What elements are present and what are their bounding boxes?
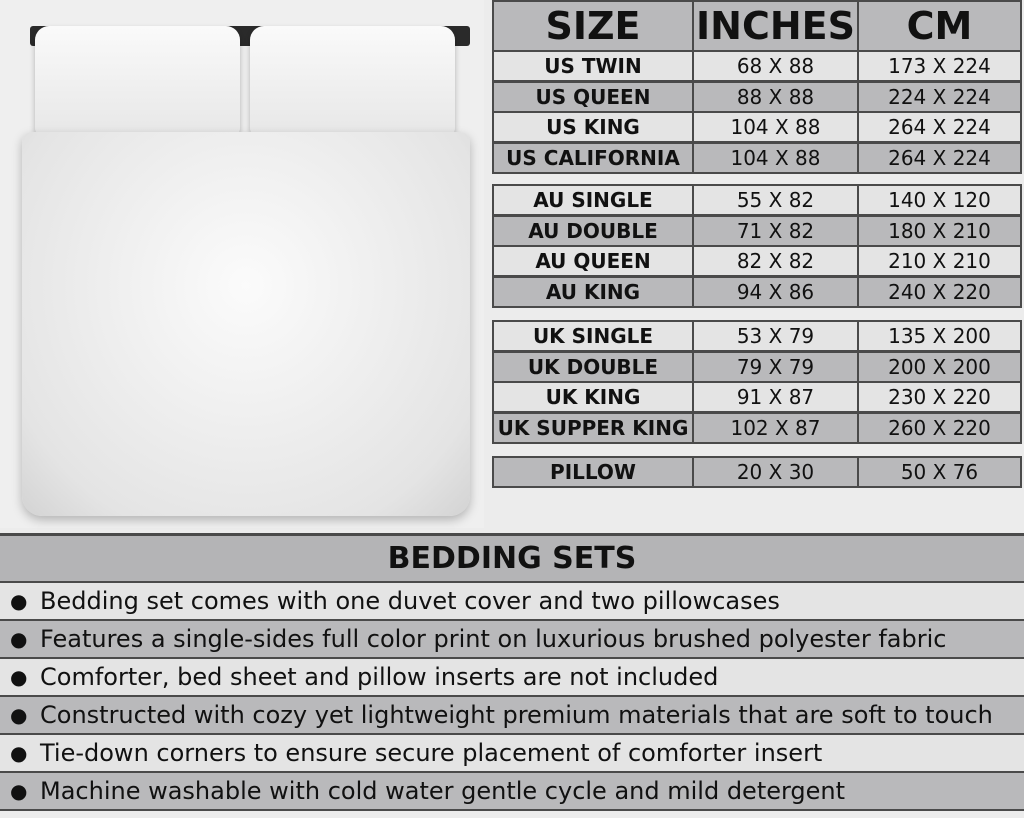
cm-cell: 50 X 76: [900, 460, 979, 484]
feature-text: Bedding set comes with one duvet cover a…: [40, 587, 780, 615]
cm-cell: 240 X 220: [888, 279, 991, 304]
size-cell: AU SINGLE: [494, 186, 694, 214]
bullet-icon: ●: [10, 665, 28, 689]
size-cell: US KING: [494, 113, 694, 141]
cm-cell: 230 X 220: [888, 385, 991, 409]
size-cell: US QUEEN: [494, 82, 694, 111]
size-cell: UK SINGLE: [494, 322, 694, 350]
feature-item: ● Constructed with cozy yet lightweight p…: [0, 697, 1024, 735]
bullet-icon: ●: [10, 779, 28, 803]
size-cell: AU KING: [494, 277, 694, 306]
inches-cell: 104 X 88: [694, 113, 859, 141]
bedding-sets-section: BEDDING SETS ● Bedding set comes with one…: [0, 533, 1024, 811]
table-row: US CALIFORNIA 104 X 88 264 X 224: [492, 141, 1022, 174]
table-row: AU DOUBLE 71 X 82 180 X 210: [492, 214, 1022, 247]
table-row: AU SINGLE 55 X 82 140 X 120: [492, 184, 1022, 216]
cm-cell: 173 X 224: [888, 54, 991, 78]
size-cell: AU QUEEN: [494, 247, 694, 275]
feature-item: ● Tie-down corners to ensure secure place…: [0, 735, 1024, 773]
bullet-icon: ●: [10, 703, 28, 727]
cm-cell: 264 X 224: [888, 145, 991, 170]
size-cell: AU DOUBLE: [494, 216, 694, 245]
table-row: US TWIN 68 X 88 173 X 224: [492, 50, 1022, 82]
feature-text: Tie-down corners to ensure secure placem…: [40, 739, 823, 767]
inches-cell: 91 X 87: [694, 383, 859, 411]
size-cell: UK KING: [494, 383, 694, 411]
bullet-icon: ●: [10, 589, 28, 613]
inches-cell: 94 X 86: [694, 277, 859, 306]
size-cell: PILLOW: [494, 458, 694, 486]
inches-cell: 20 X 30: [694, 458, 859, 486]
inches-cell: 102 X 87: [694, 413, 859, 442]
inches-cell: 79 X 79: [694, 352, 859, 381]
size-cell: UK DOUBLE: [494, 352, 694, 381]
table-row: UK DOUBLE 79 X 79 200 X 200: [492, 350, 1022, 383]
cm-cell: 264 X 224: [888, 115, 991, 139]
inches-cell: 55 X 82: [694, 186, 859, 214]
header-cm: CM: [906, 4, 973, 48]
cm-cell: 135 X 200: [888, 324, 991, 348]
size-cell: UK SUPPER KING: [494, 413, 694, 442]
inches-cell: 71 X 82: [694, 216, 859, 245]
feature-text: Comforter, bed sheet and pillow inserts …: [40, 663, 719, 691]
inches-cell: 82 X 82: [694, 247, 859, 275]
table-row: PILLOW 20 X 30 50 X 76: [492, 456, 1022, 488]
feature-text: Features a single-sides full color print…: [40, 625, 947, 653]
feature-item: ● Bedding set comes with one duvet cover …: [0, 583, 1024, 621]
cm-cell: 140 X 120: [888, 188, 991, 212]
table-row: AU KING 94 X 86 240 X 220: [492, 275, 1022, 308]
cm-cell: 260 X 220: [888, 415, 991, 440]
table-row: US KING 104 X 88 264 X 224: [492, 111, 1022, 143]
feature-text: Constructed with cozy yet lightweight pr…: [40, 701, 993, 729]
pillow-right: [250, 26, 455, 141]
inches-cell: 53 X 79: [694, 322, 859, 350]
size-cell: US CALIFORNIA: [494, 143, 694, 172]
table-row: US QUEEN 88 X 88 224 X 224: [492, 80, 1022, 113]
inches-cell: 104 X 88: [694, 143, 859, 172]
pillow-left: [35, 26, 240, 141]
header-size: SIZE: [494, 2, 694, 50]
table-row: UK KING 91 X 87 230 X 220: [492, 381, 1022, 413]
feature-item: ● Comforter, bed sheet and pillow inserts…: [0, 659, 1024, 697]
table-row: UK SUPPER KING 102 X 87 260 X 220: [492, 411, 1022, 444]
feature-item: ● Machine washable with cold water gentle…: [0, 773, 1024, 811]
bullet-icon: ●: [10, 627, 28, 651]
size-cell: US TWIN: [494, 52, 694, 80]
bullet-icon: ●: [10, 741, 28, 765]
bedding-product-image: [0, 0, 484, 528]
cm-cell: 210 X 210: [888, 249, 991, 273]
inches-cell: 88 X 88: [694, 82, 859, 111]
section-title: BEDDING SETS: [0, 533, 1024, 583]
table-header-row: SIZE INCHES CM: [492, 0, 1022, 52]
cm-cell: 200 X 200: [888, 354, 991, 379]
header-inches: INCHES: [694, 2, 859, 50]
cm-cell: 224 X 224: [888, 84, 991, 109]
inches-cell: 68 X 88: [694, 52, 859, 80]
table-row: UK SINGLE 53 X 79 135 X 200: [492, 320, 1022, 352]
duvet-cover: [22, 132, 470, 516]
cm-cell: 180 X 210: [888, 218, 991, 243]
feature-item: ● Features a single-sides full color prin…: [0, 621, 1024, 659]
table-row: AU QUEEN 82 X 82 210 X 210: [492, 245, 1022, 277]
feature-text: Machine washable with cold water gentle …: [40, 777, 846, 805]
